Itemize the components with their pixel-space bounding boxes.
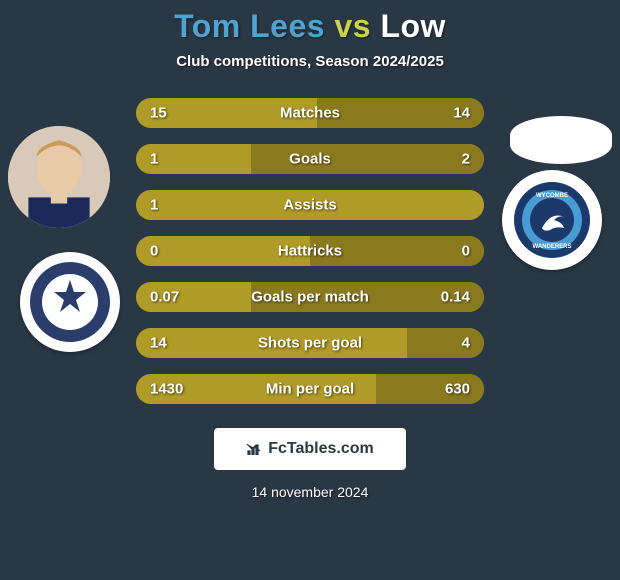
vs-label: vs <box>334 8 371 44</box>
player2-name: Low <box>380 8 445 44</box>
stat-value-left: 0.07 <box>150 289 179 306</box>
stat-value-left: 1 <box>150 151 158 168</box>
stat-label: Matches <box>280 105 340 122</box>
stat-label: Goals <box>289 151 331 168</box>
stat-row: 15 14 Matches <box>136 98 484 128</box>
svg-text:WYCOMBE: WYCOMBE <box>536 193 568 199</box>
stat-label: Min per goal <box>266 381 354 398</box>
comparison-card: Tom Lees vs Low Club competitions, Seaso… <box>0 0 620 580</box>
stat-value-left: 15 <box>150 105 167 122</box>
stat-value-right: 0.14 <box>441 289 470 306</box>
fctables-logo[interactable]: FcTables.com <box>214 428 406 470</box>
chart-icon <box>246 441 262 457</box>
brand-label: FcTables.com <box>268 440 374 458</box>
player2-avatar <box>510 116 612 164</box>
stat-row: 0 0 Hattricks <box>136 236 484 266</box>
page-title: Tom Lees vs Low <box>0 8 620 45</box>
stat-label: Shots per goal <box>258 335 362 352</box>
stat-row: 1 Assists <box>136 190 484 220</box>
club-badge-inner <box>30 262 110 342</box>
stat-value-right: 0 <box>462 243 470 260</box>
player1-name: Tom Lees <box>174 8 325 44</box>
stat-label: Goals per match <box>251 289 369 306</box>
stat-value-left: 14 <box>150 335 167 352</box>
bar-fill-right <box>407 328 484 358</box>
stat-value-left: 1 <box>150 197 158 214</box>
stat-label: Assists <box>283 197 336 214</box>
bar-fill-right <box>251 144 484 174</box>
stat-label: Hattricks <box>278 243 342 260</box>
stat-value-right: 2 <box>462 151 470 168</box>
stat-value-right: 630 <box>445 381 470 398</box>
player2-club-badge: WYCOMBE WANDERERS <box>502 170 602 270</box>
stats-bars: 15 14 Matches 1 2 Goals 1 Assists 0 0 Hattricks 0.0… <box>136 98 484 404</box>
stat-row: 1 2 Goals <box>136 144 484 174</box>
player1-avatar <box>8 126 110 228</box>
club-badge-inner: WYCOMBE WANDERERS <box>512 180 592 260</box>
stat-row: 0.07 0.14 Goals per match <box>136 282 484 312</box>
stat-value-left: 1430 <box>150 381 183 398</box>
season-subtitle: Club competitions, Season 2024/2025 <box>0 53 620 70</box>
stat-value-right: 14 <box>453 105 470 122</box>
stat-value-left: 0 <box>150 243 158 260</box>
stat-row: 1430 630 Min per goal <box>136 374 484 404</box>
svg-text:WANDERERS: WANDERERS <box>532 244 571 250</box>
stat-row: 14 4 Shots per goal <box>136 328 484 358</box>
stat-value-right: 4 <box>462 335 470 352</box>
player1-club-badge <box>20 252 120 352</box>
footer-date: 14 november 2024 <box>0 484 620 500</box>
